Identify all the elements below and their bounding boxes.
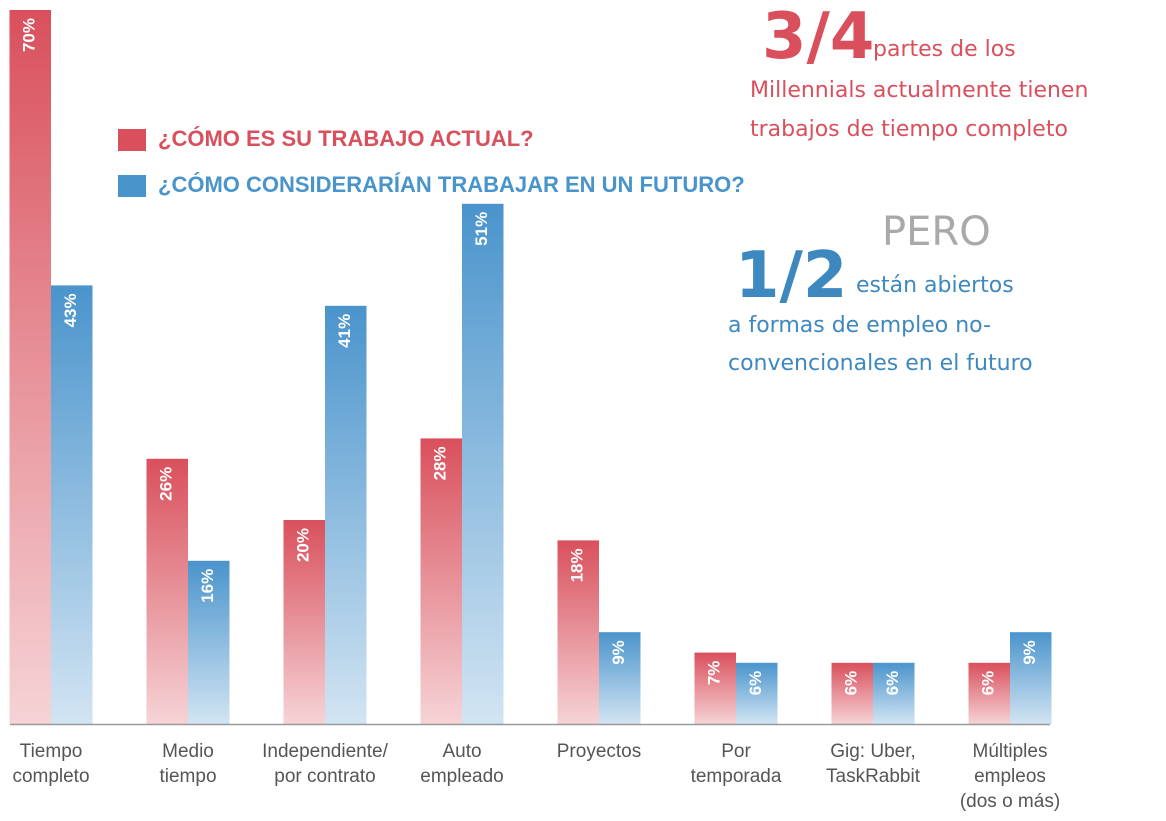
- x-tick-label: Gig: Uber,: [830, 741, 916, 762]
- legend-label: ¿CÓMO ES SU TRABAJO ACTUAL?: [158, 126, 534, 151]
- value-label: 70%: [20, 18, 39, 52]
- x-tick-label: temporada: [691, 766, 782, 787]
- x-tick-label: tiempo: [159, 766, 216, 787]
- x-tick-label: Independiente/: [262, 741, 388, 762]
- annotation: a formas de empleo no-: [728, 313, 991, 338]
- value-label: 6%: [883, 671, 902, 696]
- annotation: 3/4: [762, 0, 874, 74]
- annotation: PERO: [882, 209, 991, 255]
- x-tick-label: empleos: [974, 766, 1046, 787]
- annotation: trabajos de tiempo completo: [750, 117, 1068, 142]
- value-label: 20%: [294, 528, 313, 562]
- bar: [462, 203, 504, 725]
- legend-swatch: [118, 175, 146, 197]
- annotation: están abiertos: [856, 273, 1014, 298]
- bar: [968, 662, 1010, 724]
- x-tick-label: Por: [721, 741, 751, 762]
- annotations: 3/4 partes de los Millennials actualment…: [728, 0, 1088, 376]
- bar: [420, 438, 462, 724]
- bar: [188, 560, 230, 724]
- value-label: 16%: [198, 569, 217, 603]
- annotation: Millennials actualmente tienen: [750, 78, 1088, 103]
- bar: [557, 540, 599, 724]
- legend-label: ¿CÓMO CONSIDERARÍAN TRABAJAR EN UN FUTUR…: [158, 172, 745, 197]
- x-tick-label: Tiempo: [20, 741, 83, 762]
- value-label: 43%: [61, 293, 80, 327]
- x-tick-label: Múltiples: [973, 741, 1048, 762]
- x-tick-label: TaskRabbit: [826, 766, 921, 787]
- bar: [736, 662, 778, 724]
- x-tick-label: empleado: [420, 766, 503, 787]
- bar: [146, 458, 188, 724]
- value-label: 9%: [1020, 640, 1039, 665]
- value-label: 41%: [335, 314, 354, 348]
- value-label: 7%: [705, 661, 724, 686]
- bar: [325, 305, 367, 724]
- value-label: 28%: [431, 446, 450, 480]
- bar: [694, 652, 736, 724]
- annotation: 1/2: [735, 239, 847, 313]
- bar: [9, 10, 51, 724]
- bar: [283, 520, 325, 724]
- bar: [51, 285, 93, 724]
- x-tick-label: (dos o más): [960, 791, 1060, 812]
- annotation: partes de los: [873, 37, 1016, 62]
- value-label: 18%: [568, 548, 587, 582]
- value-label: 26%: [157, 467, 176, 501]
- legend-swatch: [118, 129, 146, 151]
- x-tick-label: Auto: [442, 741, 481, 762]
- value-label: 9%: [609, 640, 628, 665]
- x-tick-label: Proyectos: [557, 741, 641, 762]
- value-label: 6%: [842, 671, 861, 696]
- annotation: convencionales en el futuro: [728, 351, 1033, 376]
- value-label: 51%: [472, 212, 491, 246]
- bar: [599, 632, 641, 724]
- value-label: 6%: [979, 671, 998, 696]
- bar: [831, 662, 873, 724]
- x-tick-label: por contrato: [274, 766, 375, 787]
- x-tick-label: Medio: [162, 741, 214, 762]
- bar: [873, 662, 915, 724]
- x-tick-label: completo: [12, 766, 89, 787]
- bar: [1010, 632, 1052, 724]
- value-label: 6%: [746, 671, 765, 696]
